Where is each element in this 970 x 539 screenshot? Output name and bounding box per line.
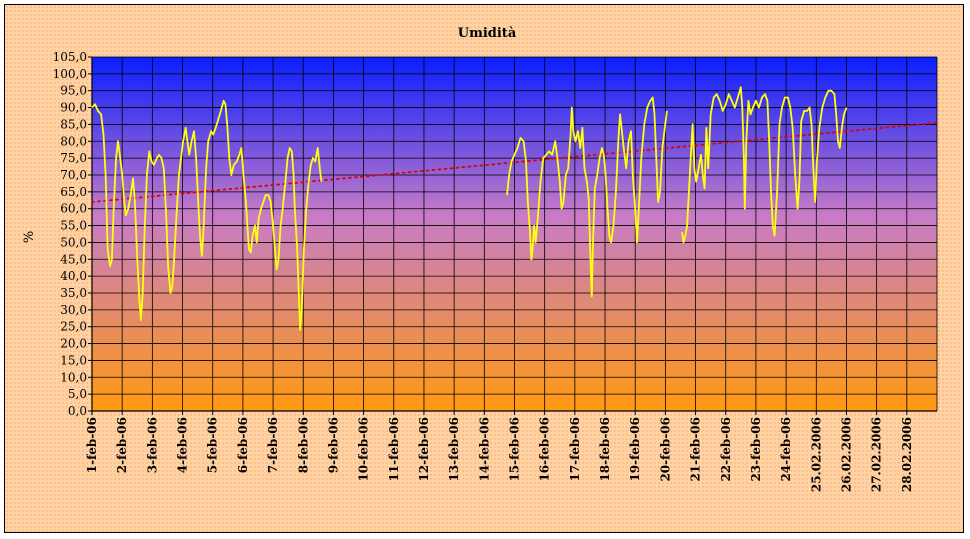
x-tick-label: 1-feb-06 xyxy=(85,417,99,473)
trend-line xyxy=(91,121,938,203)
y-tick-label: 45,0 xyxy=(60,252,87,266)
x-tick-label: 6-feb-06 xyxy=(236,417,250,473)
x-tick-label: 4-feb-06 xyxy=(176,417,190,473)
y-tick-label: 30,0 xyxy=(60,303,87,317)
x-tick-label: 28.02.2006 xyxy=(900,417,914,492)
y-tick-label: 10,0 xyxy=(60,370,87,384)
y-tick-label: 5,0 xyxy=(68,387,87,401)
humidity-line-segment xyxy=(506,96,668,298)
y-tick-label: 70,0 xyxy=(60,168,87,182)
x-tick-label: 15-feb-06 xyxy=(508,417,522,482)
y-tick-label: 50,0 xyxy=(60,235,87,249)
x-tick-label: 26.02.2006 xyxy=(839,417,853,492)
y-tick-label: 35,0 xyxy=(60,286,87,300)
y-tick-label: 85,0 xyxy=(60,117,87,131)
y-tick-label: 20,0 xyxy=(60,337,87,351)
x-tick-label: 17-feb-06 xyxy=(568,417,582,482)
chart-frame: Umidità % 0,0 5,0 10,0 15,0 20,0 25,0 30,0 35,0… xyxy=(4,4,964,533)
x-tick-label: 14-feb-06 xyxy=(477,417,491,482)
x-tick-label: 20-feb-06 xyxy=(658,417,672,482)
y-tick-label: 75,0 xyxy=(60,151,87,165)
x-tick-label: 3-feb-06 xyxy=(145,417,159,473)
y-tick-label: 80,0 xyxy=(60,134,87,148)
x-tick-label: 25.02.2006 xyxy=(809,417,823,492)
humidity-series xyxy=(91,86,848,331)
y-tick-label: 0,0 xyxy=(68,404,87,418)
x-tick-label: 22-feb-06 xyxy=(719,417,733,482)
y-axis-title: % xyxy=(22,231,37,243)
y-tick-label: 100,0 xyxy=(53,67,87,81)
x-tick-label: 2-feb-06 xyxy=(115,417,129,473)
x-tick-label: 13-feb-06 xyxy=(447,417,461,482)
y-tick-label: 15,0 xyxy=(60,353,87,367)
x-tick-label: 11-feb-06 xyxy=(387,417,401,482)
y-tick-label: 60,0 xyxy=(60,202,87,216)
chart-title: Umidità xyxy=(458,26,517,41)
x-tick-label: 10-feb-06 xyxy=(357,417,371,482)
x-tick-label: 9-feb-06 xyxy=(326,417,340,473)
y-tick-label: 105,0 xyxy=(53,50,87,64)
y-tick-labels: 0,0 5,0 10,0 15,0 20,0 25,0 30,0 35,0 40,0 45,0 50… xyxy=(53,50,92,418)
y-tick-label: 40,0 xyxy=(60,269,87,283)
y-tick-label: 90,0 xyxy=(60,101,87,115)
y-tick-label: 95,0 xyxy=(60,84,87,98)
y-tick-label: 25,0 xyxy=(60,320,87,334)
x-tick-label: 21-feb-06 xyxy=(689,417,703,482)
humidity-chart: Umidità % 0,0 5,0 10,0 15,0 20,0 25,0 30,0 35,0… xyxy=(22,26,938,492)
x-tick-label: 5-feb-06 xyxy=(206,417,220,473)
x-tick-label: 8-feb-06 xyxy=(296,417,310,473)
x-tick-label: 16-feb-06 xyxy=(538,417,552,482)
x-tick-label: 12-feb-06 xyxy=(417,417,431,482)
x-tick-label: 7-feb-06 xyxy=(266,417,280,473)
trend-line-path xyxy=(91,121,938,203)
humidity-line-segment xyxy=(681,86,848,244)
x-tick-label: 18-feb-06 xyxy=(598,417,612,482)
x-tick-label: 23-feb-06 xyxy=(749,417,763,482)
grid-lines xyxy=(91,56,938,412)
y-tick-label: 65,0 xyxy=(60,185,87,199)
x-tick-label: 19-feb-06 xyxy=(628,417,642,482)
humidity-line-segment xyxy=(91,99,323,331)
x-tick-labels: 1-feb-06 2-feb-06 3-feb-06 4-feb-06 5-feb-06… xyxy=(85,411,914,492)
y-tick-label: 55,0 xyxy=(60,219,87,233)
x-tick-label: 27.02.2006 xyxy=(870,417,884,492)
x-tick-label: 24-feb-06 xyxy=(779,417,793,482)
